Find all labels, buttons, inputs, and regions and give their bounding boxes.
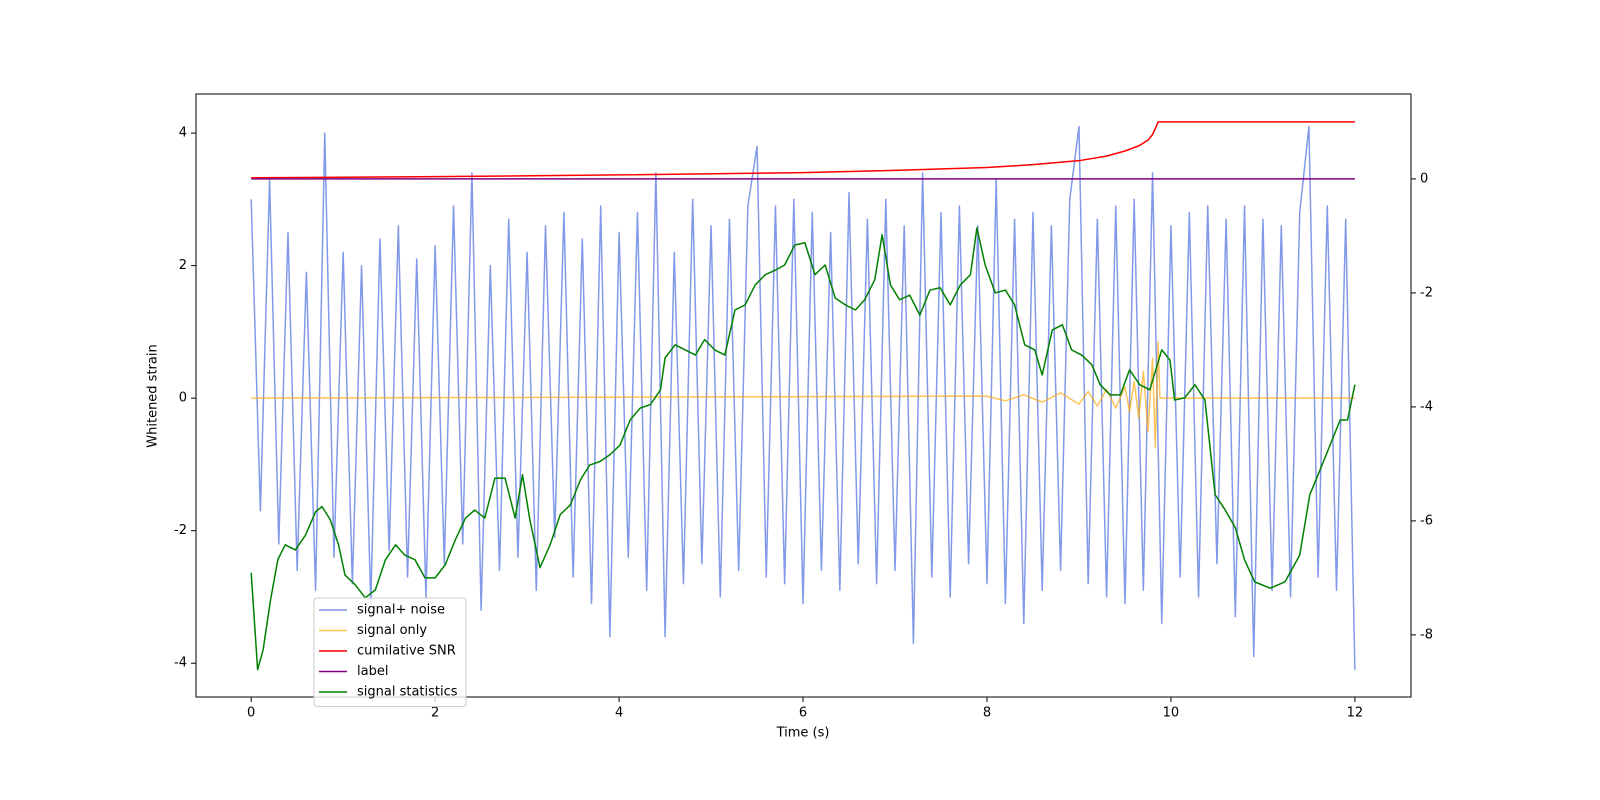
legend-box xyxy=(313,597,467,707)
y-tick-label: 4 xyxy=(179,126,187,141)
y-tick-label: -2 xyxy=(174,523,187,538)
y2-tick-label: 0 xyxy=(1420,171,1428,186)
series-line xyxy=(250,125,1356,670)
y-tick-label: 2 xyxy=(179,258,187,273)
x-tick-label: 8 xyxy=(983,706,991,721)
x-axis-label: Time (s) xyxy=(776,726,830,741)
x-tick-label: 0 xyxy=(247,706,255,721)
series-line xyxy=(250,227,1356,671)
legend-label: label xyxy=(357,664,388,679)
plot-frame xyxy=(195,93,1412,698)
series-line xyxy=(251,121,1355,179)
x-tick-label: 2 xyxy=(431,706,439,721)
legend-label: cumilative SNR xyxy=(357,644,456,659)
legend-label: signal only xyxy=(357,623,427,638)
y2-tick-label: -6 xyxy=(1420,513,1433,528)
legend-label: signal+ noise xyxy=(357,603,445,618)
y2-tick-label: -4 xyxy=(1420,399,1433,414)
y-tick-label: 0 xyxy=(179,391,187,406)
y-axis-label: Whitened strain xyxy=(146,344,161,447)
series-line xyxy=(251,341,1355,449)
y2-tick-label: -2 xyxy=(1420,285,1433,300)
x-tick-label: 12 xyxy=(1347,706,1364,721)
legend-label: signal statistics xyxy=(357,685,458,700)
x-tick-label: 6 xyxy=(799,706,807,721)
x-tick-label: 4 xyxy=(615,706,623,721)
y2-tick-label: -8 xyxy=(1420,627,1433,642)
y-tick-label: -4 xyxy=(174,656,187,671)
x-tick-label: 10 xyxy=(1163,706,1180,721)
